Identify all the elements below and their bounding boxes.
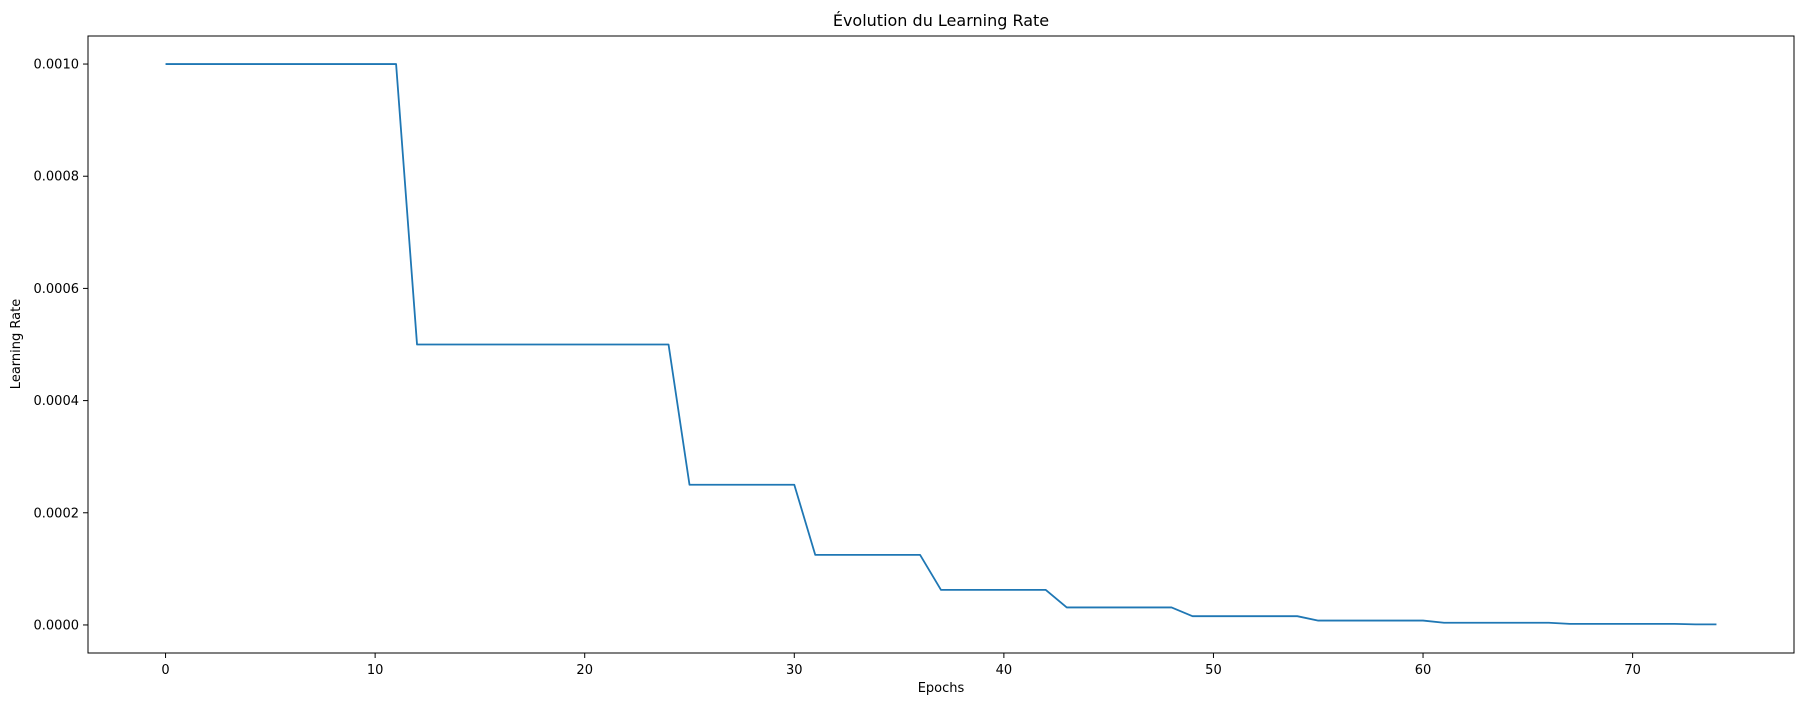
x-tick-label: 40 [996, 663, 1013, 678]
x-tick-label: 50 [1205, 663, 1222, 678]
x-tick-label: 20 [576, 663, 593, 678]
y-tick-label: 0.0000 [34, 618, 80, 633]
y-tick-label: 0.0010 [34, 58, 80, 73]
y-axis-ticks: 0.0000 0.0002 0.0004 0.0006 0.0008 0.0010 [34, 58, 88, 633]
series-line-0 [165, 63, 1717, 626]
x-tick-label: 30 [786, 663, 803, 678]
y-tick-label: 0.0002 [34, 506, 80, 521]
plot-area [87, 35, 1795, 654]
y-tick-label: 0.0004 [34, 394, 80, 409]
x-tick-label: 60 [1415, 663, 1432, 678]
plot-frame [87, 35, 1795, 654]
x-tick-label: 10 [367, 663, 384, 678]
x-tick-label: 70 [1624, 663, 1641, 678]
x-tick-label: 0 [161, 663, 169, 678]
y-axis-label: Learning Rate [9, 299, 24, 389]
y-tick-label: 0.0008 [34, 170, 80, 185]
x-axis-label: Epochs [918, 681, 965, 696]
y-tick-label: 0.0006 [34, 282, 80, 297]
x-axis-ticks: 0 10 20 30 40 50 60 70 [161, 653, 1641, 678]
chart-title: Évolution du Learning Rate [833, 11, 1049, 30]
series-layer [165, 63, 1717, 626]
